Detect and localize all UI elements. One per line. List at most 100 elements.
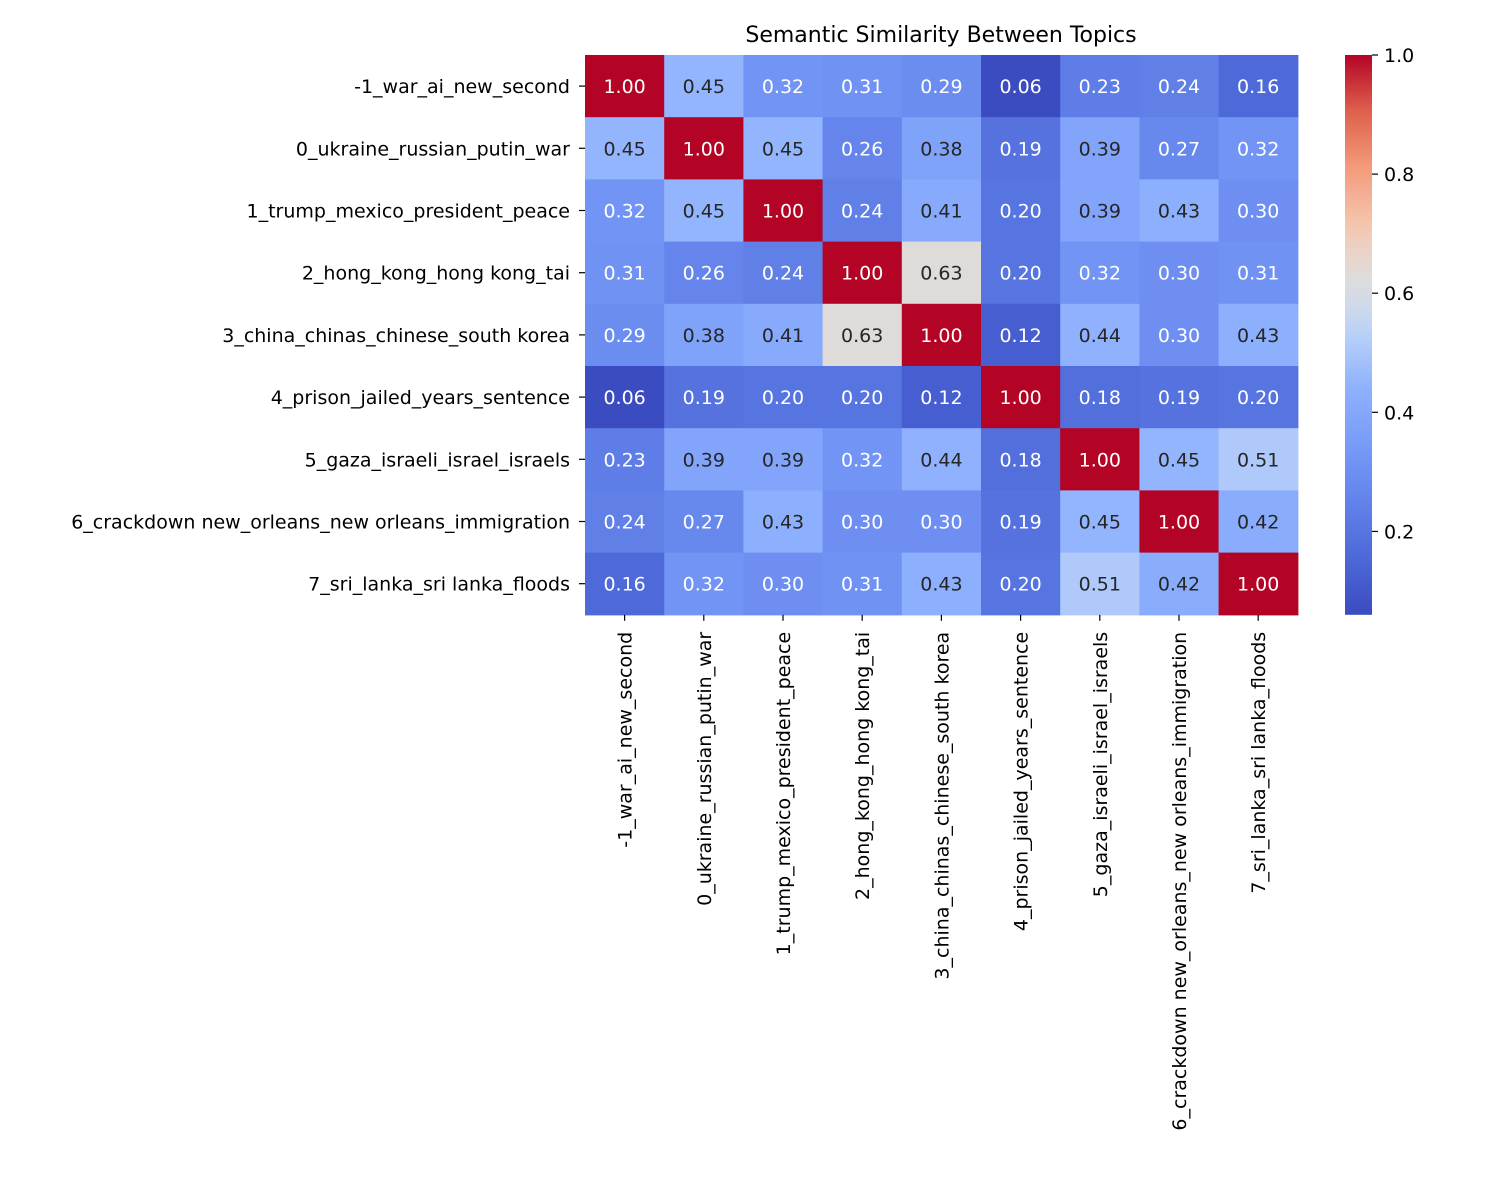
heatmap-cell: [901, 241, 982, 305]
cell-value-label: 0.20: [999, 574, 1041, 596]
heatmap-cell: [981, 552, 1061, 616]
heatmap-cell: [585, 303, 665, 367]
cell-value-label: 0.32: [1079, 263, 1121, 285]
heatmap-cell: [585, 490, 665, 554]
cell-value-label: 0.30: [762, 574, 804, 596]
cell-value-label: 0.18: [1079, 387, 1121, 409]
heatmap-cell: [822, 179, 903, 243]
heatmap-cell: [1218, 55, 1299, 118]
heatmap-cell: [1139, 428, 1220, 491]
cell-value-label: 0.30: [1158, 263, 1200, 285]
cell-value-label: 0.32: [683, 574, 725, 596]
cell-value-label: 0.12: [999, 325, 1041, 347]
row-tick-label: 7_sri_lanka_sri lanka_floods: [308, 574, 570, 596]
heatmap-cell: [664, 552, 744, 616]
cell-value-label: 1.00: [762, 201, 804, 223]
row-tick-label: 2_hong_kong_hong kong_tai: [302, 263, 570, 285]
colorbar-gradient: [1345, 55, 1372, 615]
heatmap-cell: [901, 490, 982, 554]
row-tick-label: 5_gaza_israeli_israel_israels: [305, 449, 570, 471]
colorbar-tick-label: 0.2: [1384, 521, 1414, 543]
column-tick-label: -1_war_ai_new_second: [615, 632, 637, 848]
heatmap-cell: [981, 179, 1061, 243]
cell-value-label: 0.16: [1237, 76, 1279, 98]
cell-value-label: 1.00: [1237, 574, 1279, 596]
heatmap-cell: [1218, 428, 1299, 491]
heatmap-cell: [664, 179, 744, 243]
heatmap-cell: [1218, 303, 1299, 367]
heatmap-cell: [981, 241, 1061, 305]
column-tick-label: 1_trump_mexico_president_peace: [773, 632, 795, 956]
cell-value-label: 0.38: [683, 325, 725, 347]
heatmap-cell: [822, 366, 903, 429]
heatmap-cell: [664, 303, 744, 367]
cell-value-label: 0.24: [603, 512, 645, 534]
heatmap-cell: [743, 552, 824, 616]
cell-value-label: 0.45: [1079, 512, 1121, 534]
heatmap-cell: [585, 55, 665, 118]
cell-value-label: 1.00: [603, 76, 645, 98]
cell-value-label: 0.27: [1158, 138, 1200, 160]
column-tick-label: 3_china_chinas_chinese_south korea: [931, 632, 953, 980]
cell-value-label: 0.39: [762, 449, 804, 471]
heatmap-cell: [585, 366, 665, 429]
heatmap-cell: [981, 366, 1061, 429]
heatmap-cell: [1139, 490, 1220, 554]
heatmap-cell: [743, 117, 824, 180]
heatmap-cell: [822, 303, 903, 367]
cell-value-label: 0.26: [683, 263, 725, 285]
cell-value-label: 0.43: [762, 512, 804, 534]
cell-value-label: 0.44: [920, 449, 962, 471]
cell-value-label: 0.51: [1079, 574, 1121, 596]
heatmap-cell: [743, 55, 824, 118]
cell-value-label: 0.32: [1237, 138, 1279, 160]
cell-value-label: 0.20: [762, 387, 804, 409]
colorbar-tick-label: 0.4: [1384, 402, 1414, 424]
heatmap-cell: [1139, 117, 1220, 180]
cell-value-label: 0.24: [1158, 76, 1200, 98]
heatmap-cell: [585, 552, 665, 616]
cell-value-label: 1.00: [999, 387, 1041, 409]
heatmap-cell: [1060, 117, 1140, 180]
heatmap-cell: [585, 428, 665, 491]
cell-value-label: 0.31: [841, 574, 883, 596]
heatmap-cell: [1139, 179, 1220, 243]
heatmap-cell: [1139, 55, 1220, 118]
cell-value-label: 0.19: [683, 387, 725, 409]
cell-value-label: 0.19: [999, 512, 1041, 534]
cell-value-label: 0.18: [999, 449, 1041, 471]
cell-value-label: 0.31: [603, 263, 645, 285]
colorbar-tick-label: 1.0: [1384, 45, 1414, 67]
cell-value-label: 0.30: [841, 512, 883, 534]
heatmap-cell: [1060, 241, 1140, 305]
cell-value-label: 0.32: [762, 76, 804, 98]
cell-value-label: 0.39: [1079, 138, 1121, 160]
cell-value-label: 0.44: [1079, 325, 1121, 347]
cell-value-label: 1.00: [841, 263, 883, 285]
heatmap-cell: [901, 179, 982, 243]
cell-value-label: 0.45: [603, 138, 645, 160]
cell-value-label: 0.45: [762, 138, 804, 160]
cell-value-label: 0.31: [841, 76, 883, 98]
heatmap-cell: [1060, 303, 1140, 367]
heatmap-cell: [585, 179, 665, 243]
heatmap-cell: [743, 303, 824, 367]
cell-value-label: 0.27: [683, 512, 725, 534]
heatmap-cell: [743, 490, 824, 554]
cell-value-label: 1.00: [1079, 449, 1121, 471]
heatmap-cell: [901, 55, 982, 118]
heatmap-cell: [743, 241, 824, 305]
heatmap-cells: 1.00 0.45 0.32 0.31 0.29 0.06 0.23 0.24 0.16 0.45…: [585, 55, 1299, 616]
cell-value-label: 0.30: [1237, 201, 1279, 223]
cell-value-label: 0.42: [1237, 512, 1279, 534]
heatmap-cell: [822, 241, 903, 305]
cell-value-label: 0.39: [1079, 201, 1121, 223]
heatmap-cell: [1218, 366, 1299, 429]
heatmap-cell: [981, 490, 1061, 554]
cell-value-label: 0.63: [920, 263, 962, 285]
heatmap-cell: [822, 428, 903, 491]
cell-value-label: 0.29: [920, 76, 962, 98]
row-tick-label: 6_crackdown new_orleans_new orleans_immi…: [71, 512, 570, 534]
